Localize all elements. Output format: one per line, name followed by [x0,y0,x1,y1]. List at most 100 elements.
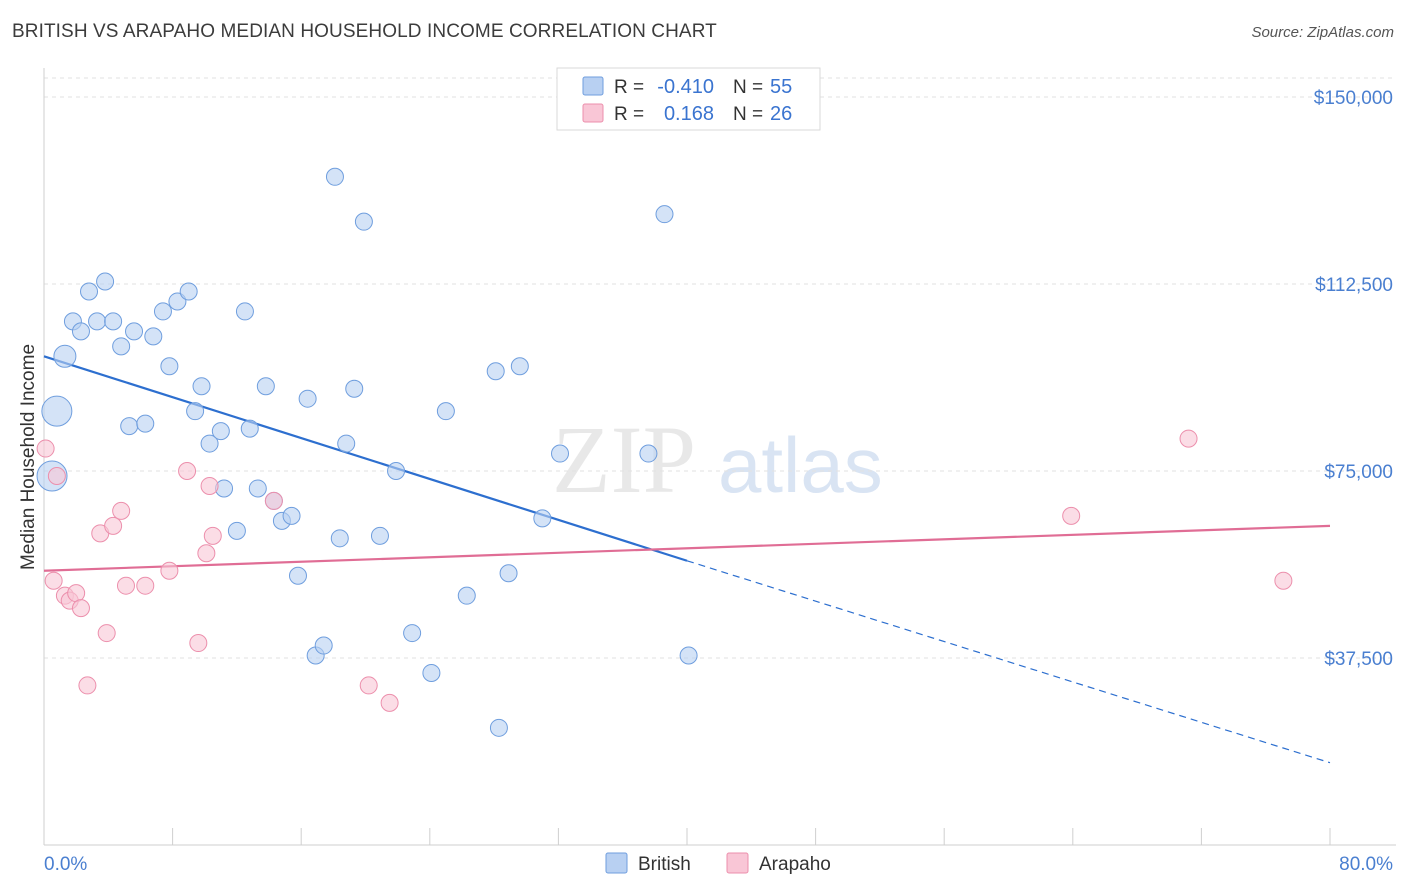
x-tick-label: 0.0% [44,854,87,875]
data-point-british [422,663,441,682]
data-point-british [120,417,139,436]
legend-r-label-british: R = [614,77,644,98]
y-tick-label: $75,000 [1324,462,1393,483]
legend-n-label-arapaho: N = [733,104,763,125]
trend-line-british [43,355,1331,764]
y-tick-labels: $37,500 $75,000 $112,500 $150,000 [1314,88,1393,670]
trend-british-solid [43,355,688,562]
chart-title: BRITISH VS ARAPAHO MEDIAN HOUSEHOLD INCO… [12,21,717,42]
data-point-british [354,212,373,231]
watermark-atlas: atlas [718,421,883,509]
data-point-arapaho [67,584,86,603]
data-point-arapaho [197,544,216,563]
data-point-british [533,509,552,528]
data-point-british [179,282,198,301]
data-point-arapaho [71,599,90,618]
data-point-british [125,322,144,341]
data-point-arapaho [112,501,131,520]
data-point-british [248,479,267,498]
data-point-arapaho [1062,506,1081,525]
data-point-british [499,564,518,583]
legend-bottom: British Arapaho [605,852,831,875]
data-point-arapaho [200,476,219,495]
data-point-british [41,395,73,427]
data-point-arapaho [189,634,208,653]
legend-bottom-swatch-british [605,852,628,874]
data-point-arapaho [136,576,155,595]
data-point-arapaho [97,624,116,643]
data-point-arapaho [47,466,66,485]
data-point-british [330,529,349,548]
data-point-british [112,337,131,356]
watermark-zip: ZIP [552,406,696,513]
data-point-arapaho [78,676,97,695]
data-point-arapaho [1179,429,1198,448]
data-point-british [325,167,344,186]
data-point-arapaho [104,516,123,535]
data-point-arapaho [44,571,63,590]
gridlines [44,77,1396,659]
data-point-british [186,402,205,421]
data-point-british [192,377,211,396]
source-note: Source: ZipAtlas.com [1251,24,1394,41]
series-british-points [36,167,698,737]
data-point-british [240,419,259,438]
data-point-arapaho [1274,571,1293,590]
legend-n-label-british: N = [733,77,763,98]
data-point-british [489,718,508,737]
data-point-arapaho [116,576,135,595]
data-point-arapaho [359,676,378,695]
y-tick-label: $150,000 [1314,88,1393,109]
trend-british-dashed [686,560,1331,764]
data-point-british [227,521,246,540]
data-point-british [457,586,476,605]
data-point-british [679,646,698,665]
x-tick-label: 80.0% [1339,854,1393,875]
y-tick-label: $37,500 [1324,649,1393,670]
legend-r-value-british: -0.410 [657,76,714,98]
data-point-british [144,327,163,346]
data-point-british [337,434,356,453]
data-point-arapaho [264,491,283,510]
data-point-british [96,272,115,291]
legend-bottom-label-british: British [638,854,691,875]
data-point-british [53,344,77,368]
data-point-british [256,377,275,396]
legend-n-value-british: 55 [770,76,792,98]
data-point-british [436,402,455,421]
data-point-british [200,434,219,453]
data-point-british [298,389,317,408]
legend-r-label-arapaho: R = [614,104,644,125]
data-point-british [655,205,674,224]
trend-line-arapaho [43,524,1331,572]
data-point-british [345,379,364,398]
data-point-british [510,357,529,376]
x-tick-labels: 0.0% 80.0% [44,854,1393,875]
y-axis-title: Median Household Income [18,344,39,570]
data-point-british [104,312,123,331]
data-point-british [211,422,230,441]
axes [43,68,1396,846]
data-point-british [486,362,505,381]
data-point-british [314,636,333,655]
data-point-british [370,526,389,545]
data-point-british [168,292,187,311]
data-point-arapaho [178,462,197,480]
data-point-british [235,302,254,321]
data-point-british [88,312,107,331]
data-point-british [153,302,172,321]
legend-swatch-arapaho [582,103,604,123]
legend-top: R = -0.410 N = 55 R = 0.168 N = 26 [556,67,821,131]
data-point-british [160,357,179,376]
legend-bottom-label-arapaho: Arapaho [759,854,831,875]
data-point-british [551,444,570,463]
data-point-british [403,624,422,643]
data-point-british [282,506,301,525]
data-point-british [288,566,307,585]
data-point-arapaho [380,693,399,712]
legend-swatch-british [582,76,604,96]
data-point-british [80,282,99,301]
data-point-arapaho [36,439,55,458]
watermark: ZIP atlas [552,406,883,513]
